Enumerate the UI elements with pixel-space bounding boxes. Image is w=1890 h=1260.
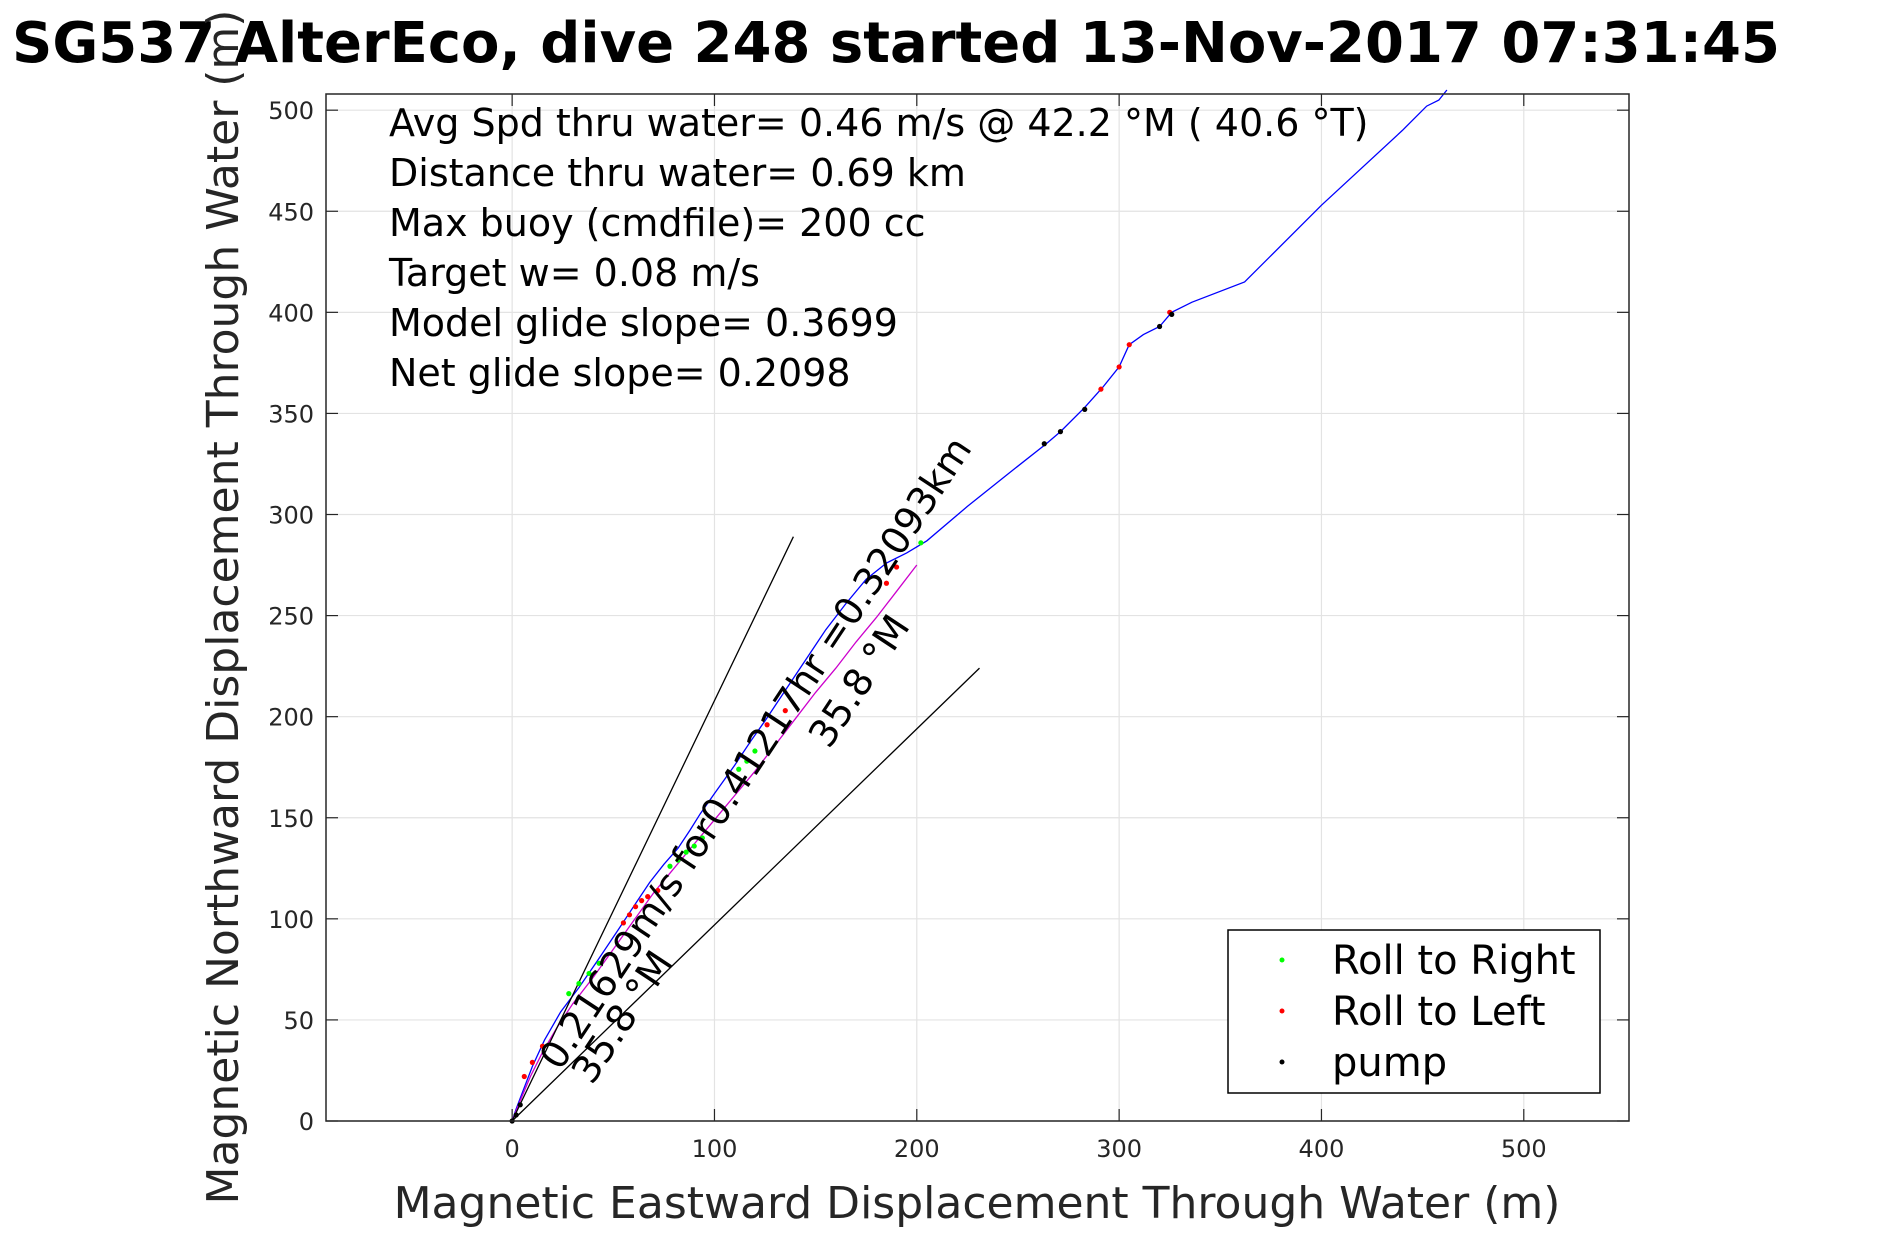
legend-marker-roll-right	[1279, 957, 1285, 963]
info-line: Distance thru water= 0.69 km	[389, 151, 966, 195]
x-axis-label: Magnetic Eastward Displacement Through W…	[394, 1178, 1561, 1229]
point-pump	[517, 1102, 523, 1108]
x-tick-label: 400	[1299, 1135, 1345, 1163]
info-line: Model glide slope= 0.3699	[389, 301, 898, 345]
y-tick-label: 200	[268, 704, 314, 732]
legend: Roll to Right Roll to Left pump	[1227, 929, 1601, 1094]
y-tick-label: 300	[268, 502, 314, 530]
info-block: Avg Spd thru water= 0.46 m/s @ 42.2 °M (…	[388, 101, 1369, 395]
point-pump	[1156, 323, 1163, 330]
info-line: Net glide slope= 0.2098	[389, 351, 851, 395]
heading-ray-left	[511, 536, 794, 1122]
info-line: Max buoy (cmdfile)= 200 cc	[389, 201, 926, 245]
point-roll-to-left	[529, 1059, 535, 1065]
point-roll-to-right	[699, 835, 705, 841]
point-roll-to-left	[539, 1043, 546, 1049]
point-pump	[513, 1112, 519, 1118]
y-tick-label: 0	[299, 1108, 314, 1136]
point-pump	[1041, 441, 1047, 447]
legend-box	[1227, 929, 1601, 1094]
y-tick-label: 50	[283, 1007, 314, 1035]
point-roll-to-right	[736, 766, 742, 772]
point-roll-to-left	[626, 912, 633, 918]
legend-marker-pump	[1279, 1059, 1285, 1065]
info-line: Target w= 0.08 m/s	[388, 251, 760, 295]
legend-label-roll-left: Roll to Left	[1332, 989, 1546, 1035]
point-roll-to-right	[596, 960, 602, 966]
y-tick-label: 250	[268, 603, 314, 631]
point-roll-to-right	[683, 849, 689, 855]
point-roll-to-left	[639, 898, 645, 904]
point-roll-to-left	[883, 580, 890, 586]
point-roll-to-right	[566, 991, 572, 997]
x-tick-label: 0	[505, 1135, 520, 1163]
legend-label-roll-right: Roll to Right	[1332, 938, 1576, 984]
point-roll-to-left	[893, 564, 900, 570]
legend-label-pump: pump	[1332, 1040, 1447, 1086]
point-roll-to-right	[744, 758, 750, 764]
y-tick-label: 100	[268, 906, 314, 934]
y-axis-label: Magnetic Northward Displacement Through …	[198, 10, 249, 1205]
points-layer	[509, 309, 1175, 1124]
point-roll-to-left	[632, 904, 639, 910]
glider-track-line	[511, 89, 1448, 1122]
y-tick-label: 400	[268, 299, 314, 327]
point-roll-to-right	[691, 843, 697, 849]
legend-marker-roll-left	[1279, 1008, 1285, 1014]
point-roll-to-left	[764, 722, 770, 728]
point-roll-to-left	[645, 893, 651, 900]
x-tick-label: 300	[1096, 1135, 1142, 1163]
point-pump	[1169, 311, 1175, 317]
y-tick-label: 500	[268, 97, 314, 125]
axes: 0 100 200 300 400 500 0 50 100 150 200 250 300 350 400…	[268, 94, 1629, 1163]
y-tick-label: 150	[268, 805, 314, 833]
point-roll-to-left	[782, 708, 788, 714]
point-roll-to-left	[1116, 364, 1122, 370]
point-roll-to-right	[918, 540, 924, 546]
point-pump	[1082, 406, 1088, 412]
point-roll-to-left	[1098, 386, 1104, 392]
x-tick-label: 100	[692, 1135, 738, 1163]
point-roll-to-right	[667, 863, 673, 869]
point-pump	[1057, 429, 1064, 435]
point-roll-to-left	[620, 920, 627, 926]
point-roll-to-right	[576, 980, 582, 987]
y-tick-label: 450	[268, 198, 314, 226]
point-roll-to-left	[521, 1073, 527, 1080]
chart-title: SG537 AlterEco, dive 248 started 13-Nov-…	[12, 11, 1780, 76]
point-roll-to-left	[655, 887, 661, 894]
heading-ray-right	[511, 667, 980, 1122]
point-roll-to-right	[752, 748, 758, 754]
point-roll-to-left	[1126, 342, 1132, 348]
x-tick-label: 500	[1501, 1135, 1547, 1163]
y-tick-label: 350	[268, 400, 314, 428]
plot-frame	[325, 93, 1630, 1122]
point-roll-to-right	[675, 857, 681, 863]
info-line: Avg Spd thru water= 0.46 m/s @ 42.2 °M (…	[389, 101, 1369, 145]
point-roll-to-right	[586, 970, 592, 977]
x-tick-label: 200	[894, 1135, 940, 1163]
